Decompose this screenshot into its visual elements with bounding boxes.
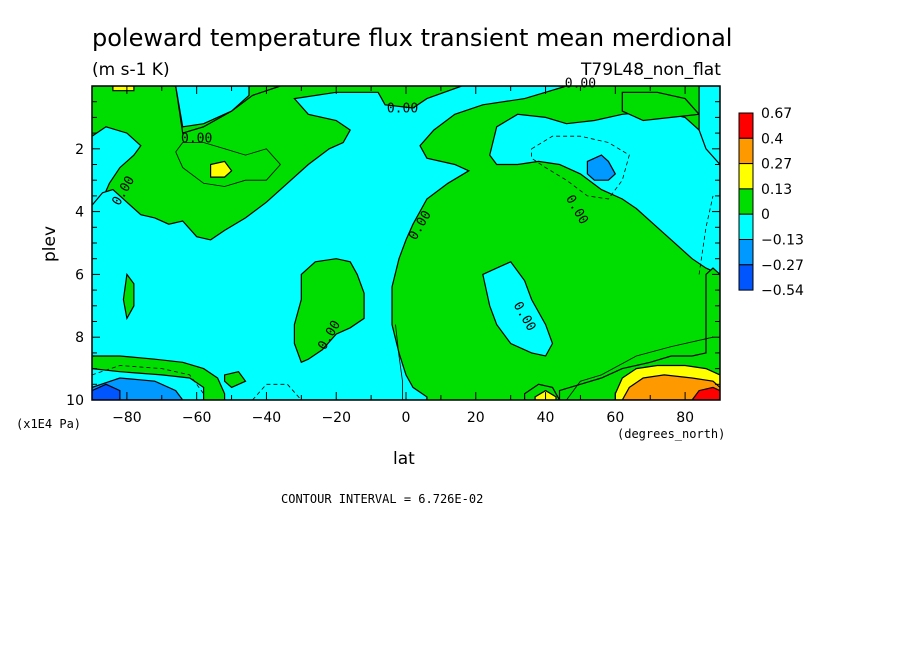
x-tick-label-0: −80 xyxy=(112,410,142,426)
y-tick-label-1: 4 xyxy=(75,205,84,221)
x-axis-label: lat xyxy=(393,449,415,469)
contour-label-6: 0.00 xyxy=(387,102,418,117)
colorbar-swatch-6 xyxy=(738,264,754,291)
chart-title: poleward temperature flux transient mean… xyxy=(92,24,732,52)
contour-label-0: 0.00 xyxy=(181,132,212,147)
x-axis: −80 −60 −40 −20 0 20 40 60 80 xyxy=(91,86,721,426)
colorbar-swatch-0 xyxy=(738,112,754,139)
colorbar-swatch-3 xyxy=(738,188,754,215)
contour-region-11 xyxy=(210,160,233,178)
colorbar-swatch-4 xyxy=(738,213,754,240)
contour-region-5 xyxy=(122,272,135,321)
contour-region-3 xyxy=(92,86,567,400)
contour-line-3 xyxy=(252,383,302,400)
y-tick-label-4: 10 xyxy=(66,393,84,409)
colorbar: 0.67 0.4 0.27 0.13 0 −0.13 −0.27 −0.54 xyxy=(738,106,804,299)
colorbar-label-2: 0.27 xyxy=(761,157,792,173)
x-tick-label-8: 80 xyxy=(676,410,694,426)
colorbar-swatch-2 xyxy=(738,163,754,190)
contour-region-10 xyxy=(586,154,617,181)
x-tick-label-1: −60 xyxy=(182,410,212,426)
x-tick-label-5: 20 xyxy=(467,410,485,426)
x-tick-label-6: 40 xyxy=(537,410,555,426)
contour-region-21 xyxy=(621,374,720,400)
y-tick-label-2: 6 xyxy=(75,267,84,283)
colorbar-swatch-5 xyxy=(738,239,754,266)
x-axis-units: (degrees_north) xyxy=(617,427,725,441)
x-tick-label-4: 0 xyxy=(402,410,411,426)
y-tick-label-3: 8 xyxy=(75,330,84,346)
contour-line-5 xyxy=(395,324,403,400)
colorbar-label-6: −0.27 xyxy=(761,258,804,274)
contour-region-16 xyxy=(224,371,247,389)
contour-lines xyxy=(92,135,714,400)
contour-interval: CONTOUR INTERVAL = 6.726E-02 xyxy=(281,492,483,506)
contour-line-0 xyxy=(175,142,281,187)
contour-region-23 xyxy=(112,86,135,92)
chart-units: (m s-1 K) xyxy=(92,60,170,80)
colorbar-swatch-1 xyxy=(738,137,754,165)
contour-line-1 xyxy=(531,135,630,200)
dataset-label: T79L48_non_flat xyxy=(580,60,721,80)
contour-region-9 xyxy=(698,86,720,166)
contour-line-2 xyxy=(92,365,204,394)
contour-region-4 xyxy=(293,258,365,364)
colorbar-label-1: 0.4 xyxy=(761,131,783,147)
y-axis: 2 4 6 8 10 xyxy=(66,85,720,409)
y-axis-label: plev xyxy=(40,226,60,262)
colorbar-label-5: −0.13 xyxy=(761,233,804,249)
contour-label-7: 0.00 xyxy=(565,77,596,92)
x-tick-label-3: −20 xyxy=(321,410,351,426)
colorbar-label-7: −0.54 xyxy=(761,283,804,299)
contour-region-15 xyxy=(92,383,121,400)
colorbar-label-3: 0.13 xyxy=(761,182,792,198)
colorbar-label-4: 0 xyxy=(761,207,770,223)
contour-region-8 xyxy=(621,91,701,122)
y-axis-units: (x1E4 Pa) xyxy=(16,417,81,431)
contour-line-6 xyxy=(698,195,714,275)
contour-region-6 xyxy=(482,261,554,357)
colorbar-label-0: 0.67 xyxy=(761,106,792,122)
x-tick-label-2: −40 xyxy=(252,410,282,426)
contour-region-22 xyxy=(691,386,720,400)
contour-line-4 xyxy=(566,336,714,400)
x-tick-label-7: 60 xyxy=(606,410,624,426)
y-tick-label-0: 2 xyxy=(75,142,84,158)
contour-region-1 xyxy=(175,86,250,128)
plot-area xyxy=(92,86,720,400)
